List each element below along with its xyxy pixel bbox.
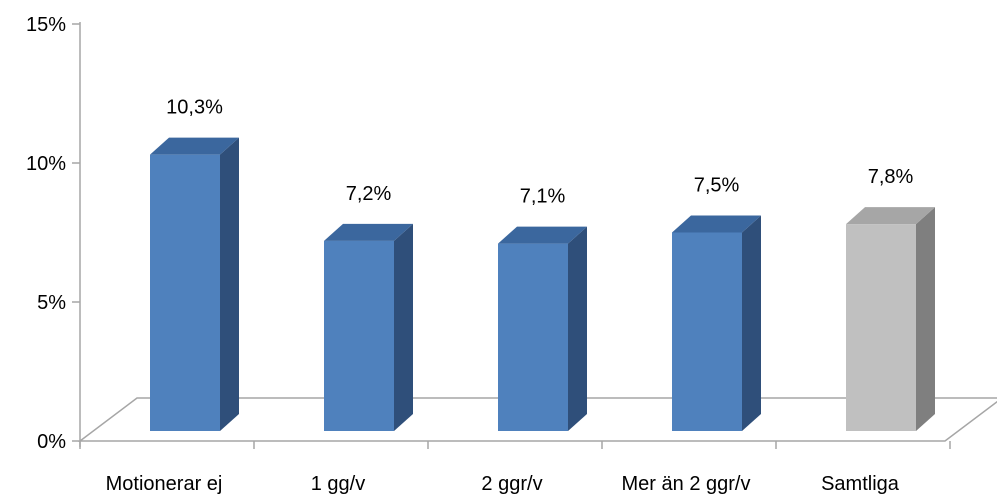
category-label: Mer än 2 ggr/v xyxy=(622,473,751,495)
bar-front xyxy=(150,154,220,431)
bar-side xyxy=(916,207,935,431)
bar-side xyxy=(394,223,413,431)
bar-top xyxy=(498,226,587,244)
bar-side xyxy=(568,226,587,431)
bar-top xyxy=(324,223,413,241)
category-label: Motionerar ej xyxy=(106,473,223,495)
bars xyxy=(150,137,935,431)
bar-side xyxy=(742,215,761,431)
data-labels: 10,3% 7,2% 7,1% 7,5% 7,8% xyxy=(166,97,913,208)
bar-side xyxy=(220,137,239,431)
data-label: 7,1% xyxy=(520,186,566,208)
floor-plane xyxy=(77,397,997,442)
data-label: 7,5% xyxy=(694,175,740,197)
data-label: 7,2% xyxy=(346,183,392,205)
y-axis: 0% 5% 10% 15% xyxy=(26,14,951,453)
category-labels: Motionerar ej 1 gg/v 2 ggr/v Mer än 2 ggr/v… xyxy=(106,473,900,495)
chart-floor xyxy=(77,397,997,442)
y-tick-label: 0% xyxy=(37,431,66,453)
bar-top xyxy=(846,207,935,225)
bar-top xyxy=(672,215,761,233)
data-label: 10,3% xyxy=(166,97,223,119)
y-tick-label: 5% xyxy=(37,292,66,314)
category-label: 2 ggr/v xyxy=(481,473,542,495)
y-tick-label: 15% xyxy=(26,14,66,36)
y-tick-label: 10% xyxy=(26,153,66,175)
bar-front xyxy=(498,243,568,431)
bar-front xyxy=(672,232,742,431)
category-label: 1 gg/v xyxy=(311,473,365,495)
bar-front xyxy=(324,240,394,431)
bar-top xyxy=(150,137,239,155)
bar-front xyxy=(846,224,916,431)
category-label: Samtliga xyxy=(821,473,900,495)
data-label: 7,8% xyxy=(868,166,914,188)
